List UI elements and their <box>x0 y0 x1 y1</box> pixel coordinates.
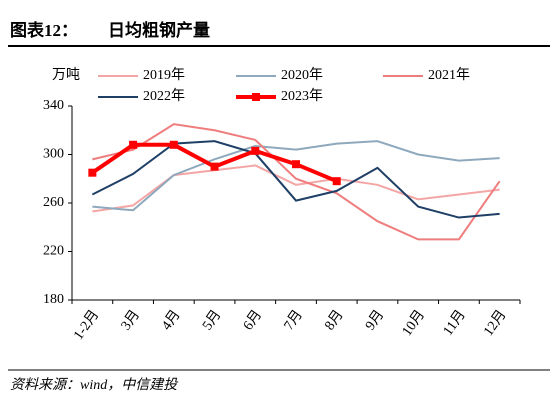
legend-marker <box>252 93 260 101</box>
legend-label: 2020年 <box>281 67 323 83</box>
point-marker <box>88 168 97 177</box>
point-marker <box>169 140 178 149</box>
x-tick-label: 10月 <box>399 307 428 339</box>
x-tick-label: 4月 <box>159 307 184 333</box>
legend-label: 2019年 <box>143 67 185 83</box>
point-marker <box>332 177 341 186</box>
point-marker <box>129 140 138 149</box>
legend-label: 2022年 <box>143 88 185 104</box>
y-tick-label: 340 <box>43 98 64 113</box>
point-marker <box>251 146 260 155</box>
x-tick-label: 3月 <box>118 307 143 333</box>
title-prefix: 图表12： <box>10 20 78 40</box>
x-tick-label: 8月 <box>321 307 346 333</box>
y-unit: 万吨 <box>52 67 80 83</box>
series-line <box>92 123 501 241</box>
x-tick-label: 9月 <box>362 307 387 333</box>
source: 资料来源：wind，中信建投 <box>10 377 179 393</box>
legend-label: 2023年 <box>281 88 323 104</box>
x-tick-label: 7月 <box>281 307 306 333</box>
y-tick-label: 220 <box>43 244 64 259</box>
series-line <box>92 140 500 212</box>
y-tick-label: 260 <box>43 195 64 210</box>
x-tick-label: 6月 <box>240 307 265 333</box>
y-tick-label: 300 <box>43 147 64 162</box>
legend-label: 2021年 <box>428 67 470 83</box>
series-line <box>91 140 500 219</box>
point-marker <box>210 162 219 171</box>
point-marker <box>292 160 300 169</box>
x-tick-label: 5月 <box>199 307 224 333</box>
chart-title: 日均粗钢产量 <box>108 20 210 40</box>
x-tick-label: 11月 <box>440 307 469 339</box>
series-line <box>92 164 500 213</box>
y-tick-label: 180 <box>43 292 64 307</box>
x-tick-label: 12月 <box>480 307 509 339</box>
x-tick-label: 1-2月 <box>70 307 102 343</box>
